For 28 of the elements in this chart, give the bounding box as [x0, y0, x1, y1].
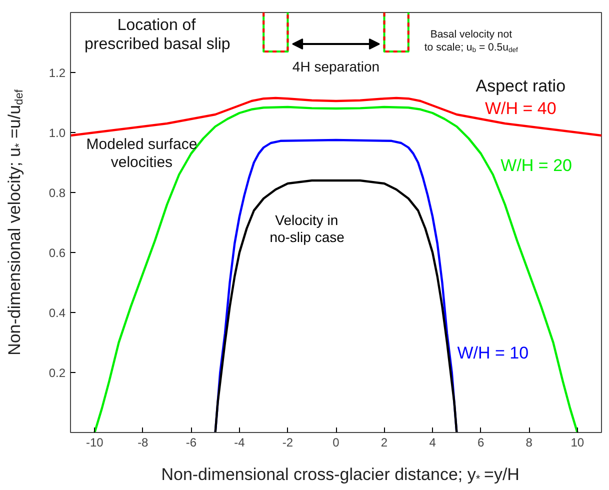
x-tick-label: -6	[186, 436, 197, 450]
y-tick-label: 1.0	[48, 126, 66, 140]
annotation: Location of prescribed basal slip	[84, 16, 230, 54]
x-tick-label: -2	[282, 436, 294, 450]
y-tick-label: 0.6	[48, 246, 66, 260]
y-tick-label: 1.2	[48, 66, 66, 80]
x-tick-label: 2	[380, 436, 388, 450]
x-tick-label: -8	[138, 436, 149, 450]
series-label: Velocity in no-slip case	[270, 212, 345, 245]
x-tick-label: 0	[332, 436, 340, 450]
series-label: W/H = 20	[500, 156, 572, 175]
series-label: W/H = 10	[457, 344, 529, 362]
y-tick-label: 0.4	[48, 306, 66, 320]
x-tick-label: -10	[86, 436, 104, 450]
x-tick-label: 8	[526, 436, 533, 450]
x-tick-label: -4	[234, 436, 246, 450]
x-tick-label: 6	[477, 436, 484, 450]
line-series	[70, 96, 602, 137]
annotation: Modeled surface velocities	[86, 136, 198, 171]
y-axis-title: Non-dimensional velocity; u* =u/udef	[5, 88, 26, 356]
annotation: 4H separation	[292, 58, 380, 74]
y-tick-label: 0.8	[48, 186, 66, 200]
annotation: Aspect ratio	[476, 76, 566, 96]
x-tick-label: 10	[570, 436, 584, 450]
y-tick-label: 0.2	[48, 366, 66, 380]
series-label: W/H = 40	[484, 99, 556, 118]
x-axis-title: Non-dimensional cross-glacier distance; y* =y/H	[161, 465, 520, 486]
x-tick-label: 4	[429, 436, 436, 450]
